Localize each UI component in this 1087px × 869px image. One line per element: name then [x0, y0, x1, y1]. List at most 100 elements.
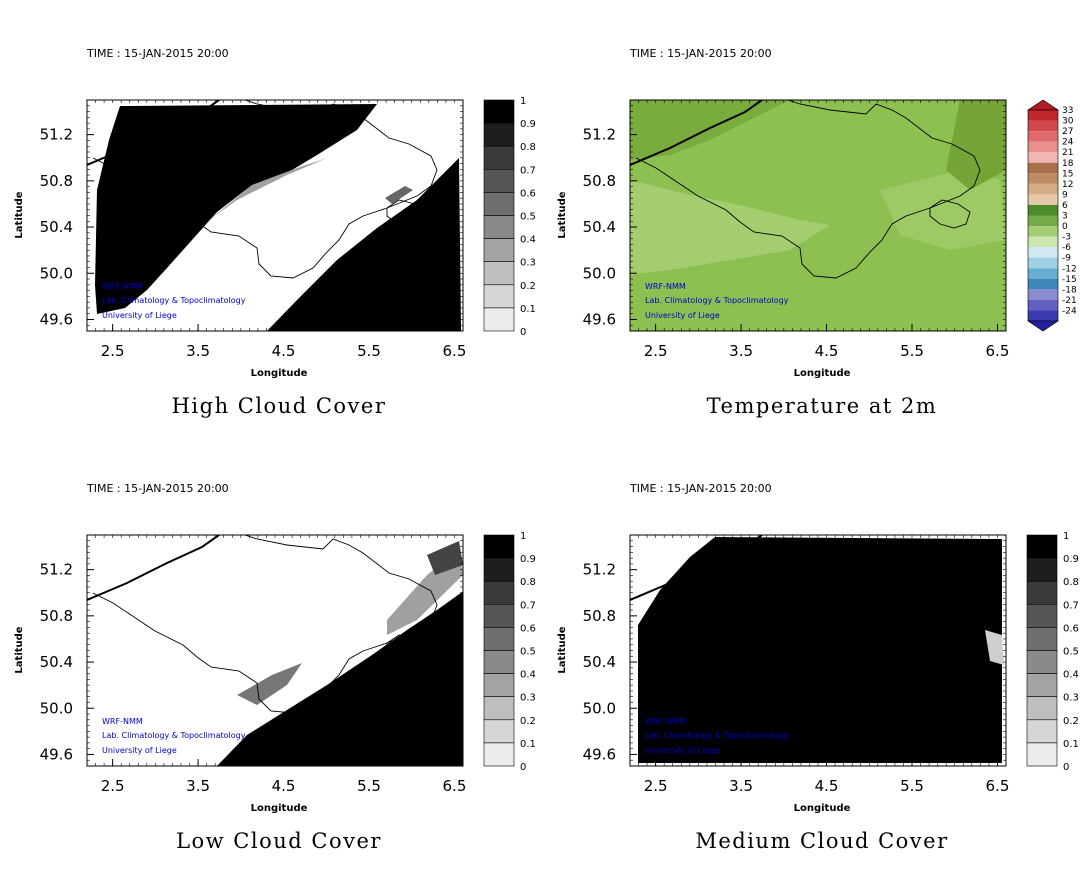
colorbar-label: 0.3 — [520, 693, 536, 704]
credit-university: University of Liege — [102, 311, 177, 320]
cloud-streak — [385, 186, 413, 204]
y-ticks — [87, 99, 463, 332]
colorbar: 1 0.9 0.8 0.7 0.6 0.5 0.4 0.3 0.2 0.1 0 — [483, 96, 536, 338]
colorbar-label: -9 — [1062, 254, 1071, 264]
colorbar-label: 21 — [1062, 148, 1073, 158]
colorbar-label: 1 — [520, 531, 526, 542]
colorbar-label: 33 — [1062, 106, 1073, 116]
colorbar-swatch — [483, 604, 515, 628]
time-label: TIME : 15-JAN-2015 20:00 — [86, 482, 229, 495]
credit-lab: Lab. Climatology & Topoclimatology — [102, 731, 246, 740]
x-tick-label: 2.5 — [101, 777, 125, 795]
map-plot-area — [630, 535, 1006, 766]
x-ticks — [629, 100, 1007, 331]
colorbar-swatch — [1028, 152, 1058, 163]
y-tick-label: 50.8 — [40, 172, 73, 190]
cloud-field-se — [217, 591, 463, 766]
y-tick-label: 50.8 — [583, 607, 616, 625]
y-tick-labels: 51.2 50.8 50.4 50.0 49.6 — [583, 126, 616, 329]
x-tick-labels: 2.5 3.5 4.5 5.5 6.5 — [101, 342, 467, 360]
colorbar-swatch — [1028, 204, 1058, 216]
x-tick-label: 5.5 — [900, 342, 924, 360]
credit-model: WRF-NMM — [102, 282, 143, 291]
y-tick-label: 50.0 — [583, 264, 616, 282]
colorbar-swatch — [483, 557, 515, 582]
x-tick-label: 6.5 — [986, 777, 1010, 795]
colorbar-swatch — [1028, 141, 1058, 153]
colorbar-swatch — [483, 169, 515, 193]
y-axis-label: Latitude — [14, 191, 25, 238]
time-label: TIME : 15-JAN-2015 20:00 — [86, 47, 229, 60]
y-tick-label: 51.2 — [583, 561, 616, 579]
colorbar-swatch — [1028, 268, 1058, 279]
coastline — [87, 100, 220, 166]
colorbar-label: 30 — [1062, 117, 1074, 127]
credit-model: WRF-NMM — [645, 717, 686, 726]
colorbar-label: 0.5 — [520, 212, 536, 223]
x-tick-label: 3.5 — [729, 777, 753, 795]
colorbar-swatch — [483, 627, 515, 651]
colorbar-label: 1 — [1063, 531, 1069, 542]
map-plot-area — [87, 535, 463, 766]
colorbar-swatch — [1028, 299, 1058, 311]
colorbar-label: 0.4 — [1063, 670, 1079, 681]
x-tick-label: 4.5 — [815, 342, 839, 360]
x-tick-label: 5.5 — [900, 777, 924, 795]
colorbar-swatch — [1028, 194, 1058, 205]
colorbar-swatch — [1028, 247, 1058, 258]
y-tick-label: 51.2 — [40, 561, 73, 579]
colorbar-swatch — [483, 742, 515, 767]
y-tick-label: 50.4 — [40, 653, 73, 671]
colorbar-label: 9 — [1062, 190, 1068, 200]
colorbar: 1 0.9 0.8 0.7 0.6 0.5 0.4 0.3 0.2 0.1 0 — [483, 531, 536, 773]
colorbar-label: -3 — [1062, 233, 1071, 243]
cloud-patch-ne — [427, 541, 463, 575]
credit-university: University of Liege — [645, 311, 720, 320]
colorbar-swatch — [1028, 289, 1058, 300]
panel-low-cloud-cover: TIME : 15-JAN-2015 20:00 2.5 3.5 4.5 5.5 6.5… — [14, 482, 536, 853]
colorbar-label: 0.1 — [520, 739, 536, 750]
colorbar-swatch — [483, 238, 515, 263]
colorbar-label: 0.9 — [520, 554, 536, 565]
colorbar-label: 27 — [1062, 127, 1073, 137]
credit-university: University of Liege — [645, 746, 720, 755]
colorbar-swatch — [1028, 236, 1058, 248]
colorbar-label: 0.9 — [520, 119, 536, 130]
y-tick-label: 50.4 — [583, 218, 616, 236]
y-tick-label: 50.8 — [40, 607, 73, 625]
x-tick-label: 5.5 — [357, 342, 381, 360]
y-ticks — [630, 534, 1006, 767]
colorbar-label: 18 — [1062, 159, 1074, 169]
coastline — [630, 100, 763, 166]
credits: WRF-NMM Lab. Climatology & Topoclimatolo… — [102, 717, 246, 755]
colorbar-label: -15 — [1062, 275, 1077, 285]
colorbar-label: 12 — [1062, 180, 1073, 190]
x-tick-label: 5.5 — [357, 777, 381, 795]
x-tick-labels: 2.5 3.5 4.5 5.5 6.5 — [644, 342, 1010, 360]
x-tick-label: 4.5 — [815, 777, 839, 795]
y-tick-label: 50.4 — [40, 218, 73, 236]
x-tick-label: 6.5 — [986, 342, 1010, 360]
colorbar-swatch — [483, 215, 515, 239]
colorbar-label: 0.8 — [520, 142, 536, 153]
colorbar-swatch — [483, 192, 515, 216]
colorbar-swatch — [483, 307, 515, 332]
x-axis-label: Longitude — [251, 368, 308, 379]
credits: WRF-NMM Lab. Climatology & Topoclimatolo… — [645, 282, 789, 320]
cloud-gap-east — [985, 630, 1004, 665]
y-axis-label: Latitude — [557, 626, 568, 673]
colorbar-label: -18 — [1062, 285, 1077, 295]
colorbar-swatch — [1028, 257, 1058, 269]
border-luxembourg — [929, 199, 971, 229]
colorbar-swatch — [1026, 696, 1058, 721]
colorbar-label: 0.7 — [520, 165, 536, 176]
colorbar-label: 0 — [1063, 762, 1069, 773]
colorbar-swatch — [483, 580, 515, 605]
x-axis-label: Longitude — [794, 803, 851, 814]
x-tick-labels: 2.5 3.5 4.5 5.5 6.5 — [644, 777, 1010, 795]
colorbar-label: 0.8 — [1063, 577, 1079, 588]
colorbar-swatch — [1026, 627, 1058, 651]
colorbar-label: 0 — [520, 327, 526, 338]
map-overlays — [630, 535, 763, 601]
